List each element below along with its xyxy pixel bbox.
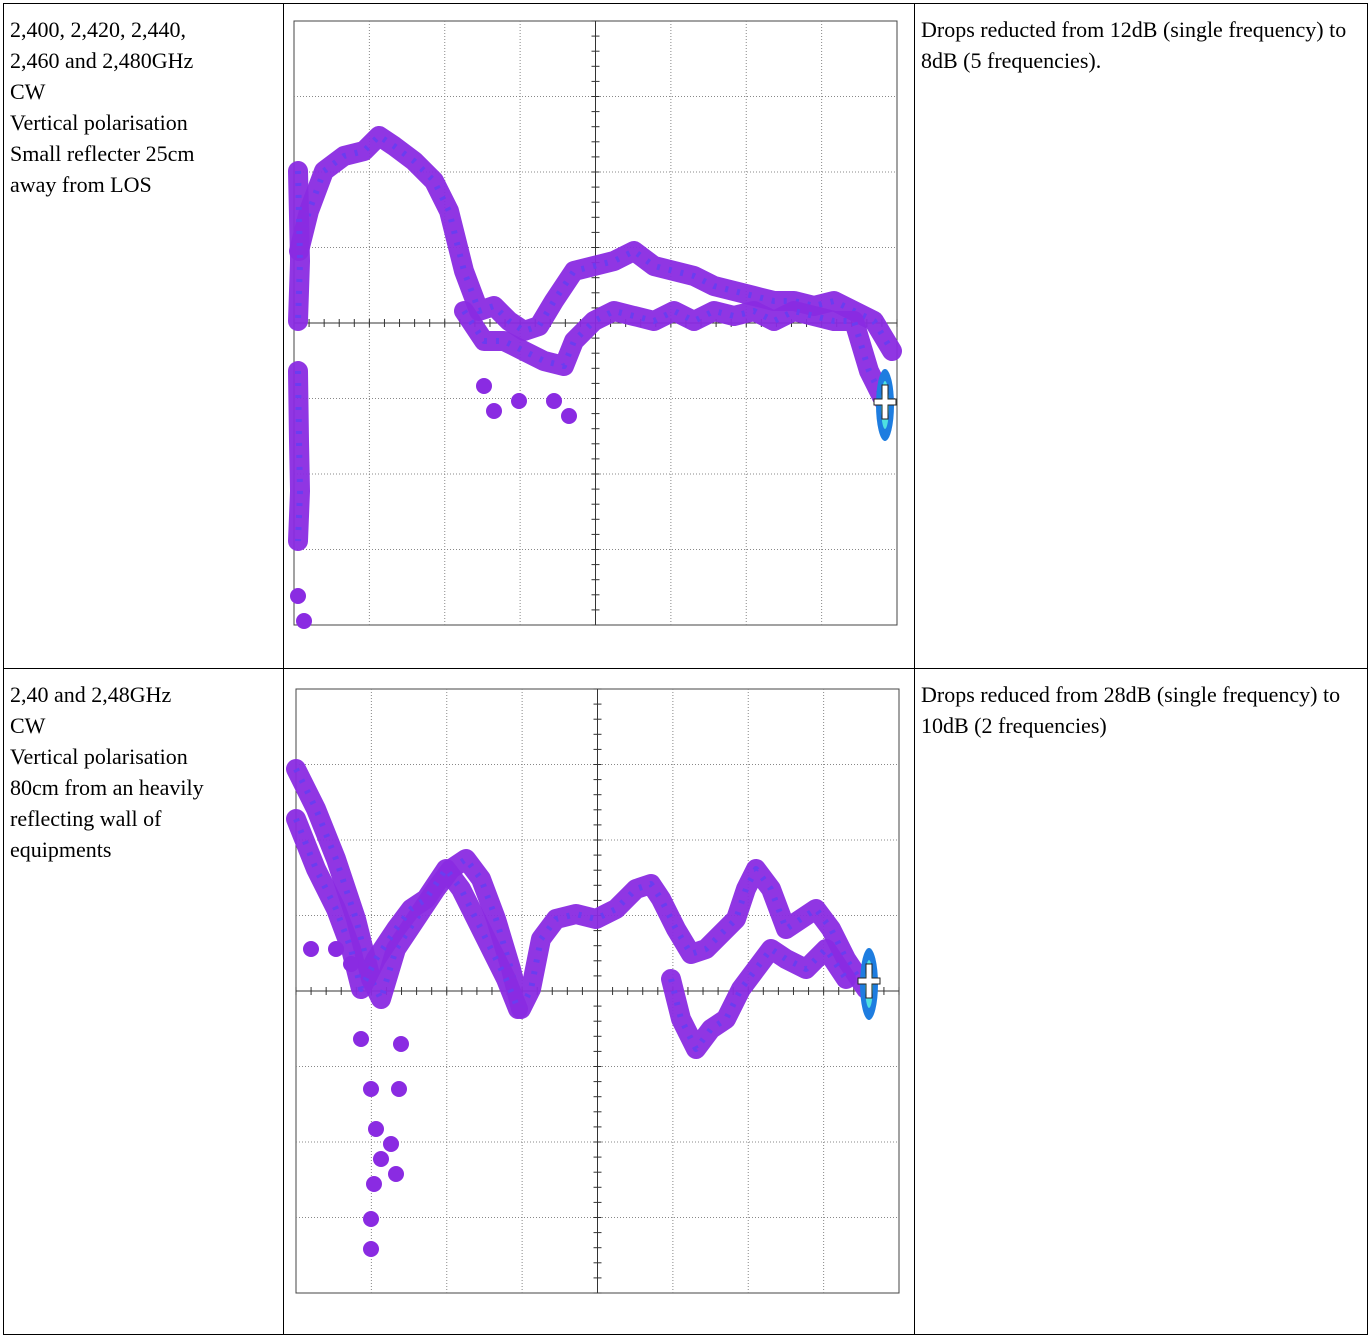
trace-dot bbox=[486, 403, 502, 419]
trace-dot bbox=[363, 1081, 379, 1097]
trace-dot bbox=[561, 408, 577, 424]
description-line: reflecting wall of bbox=[10, 803, 283, 834]
trace-dot bbox=[363, 1211, 379, 1227]
description-line: equipments bbox=[10, 834, 283, 865]
description-line: CW bbox=[10, 76, 283, 107]
trace-dot bbox=[383, 1136, 399, 1152]
table-row: 2,400, 2,420, 2,440, 2,460 and 2,480GHz … bbox=[4, 4, 1368, 669]
trace-dot bbox=[363, 1241, 379, 1257]
description-line: away from LOS bbox=[10, 169, 283, 200]
comment-cell: Drops reducted from 12dB (single frequen… bbox=[915, 4, 1368, 669]
trace-dot bbox=[368, 1121, 384, 1137]
trace-dot bbox=[511, 393, 527, 409]
trace-dot bbox=[366, 1176, 382, 1192]
description-cell: 2,400, 2,420, 2,440, 2,460 and 2,480GHz … bbox=[4, 4, 284, 669]
scope-cell bbox=[284, 669, 915, 1335]
comment: Drops reducted from 12dB (single frequen… bbox=[921, 17, 1346, 73]
trace-dot bbox=[546, 393, 562, 409]
description-line: 2,40 and 2,48GHz bbox=[10, 679, 283, 710]
description-cell: 2,40 and 2,48GHz CW Vertical polarisatio… bbox=[4, 669, 284, 1335]
description-line: 80cm from an heavily bbox=[10, 772, 283, 803]
scope-display bbox=[296, 689, 899, 1293]
table-row: 2,40 and 2,48GHz CW Vertical polarisatio… bbox=[4, 669, 1368, 1335]
comment-cell: Drops reduced from 28dB (single frequenc… bbox=[915, 669, 1368, 1335]
trace-dot bbox=[476, 378, 492, 394]
trace-dot bbox=[328, 941, 344, 957]
description-line: CW bbox=[10, 710, 283, 741]
trace-dot bbox=[391, 1081, 407, 1097]
description-line: Small reflecter 25cm bbox=[10, 138, 283, 169]
trace-dot bbox=[353, 1031, 369, 1047]
scope-screenshot bbox=[284, 669, 914, 1334]
description-line: Vertical polarisation bbox=[10, 741, 283, 772]
trace-core bbox=[298, 371, 300, 541]
page: {"table": {"rows": [ {"description": ["2… bbox=[0, 0, 1370, 1335]
scope-display bbox=[290, 21, 897, 629]
description-line: 2,400, 2,420, 2,440, bbox=[10, 14, 283, 45]
trace-dot bbox=[343, 956, 359, 972]
trace-dot bbox=[373, 1151, 389, 1167]
description-line: 2,460 and 2,480GHz bbox=[10, 45, 283, 76]
results-table: 2,400, 2,420, 2,440, 2,460 and 2,480GHz … bbox=[3, 3, 1368, 1335]
trace-dot bbox=[393, 1036, 409, 1052]
trace-dot bbox=[290, 588, 306, 604]
trace-dot bbox=[303, 941, 319, 957]
scope-screenshot bbox=[284, 4, 914, 668]
page-body: 2,400, 2,420, 2,440, 2,460 and 2,480GHz … bbox=[0, 0, 1370, 1335]
trace-dot bbox=[388, 1166, 404, 1182]
description-line: Vertical polarisation bbox=[10, 107, 283, 138]
comment: Drops reduced from 28dB (single frequenc… bbox=[921, 682, 1340, 738]
scope-cell bbox=[284, 4, 915, 669]
trace-dot bbox=[296, 613, 312, 629]
